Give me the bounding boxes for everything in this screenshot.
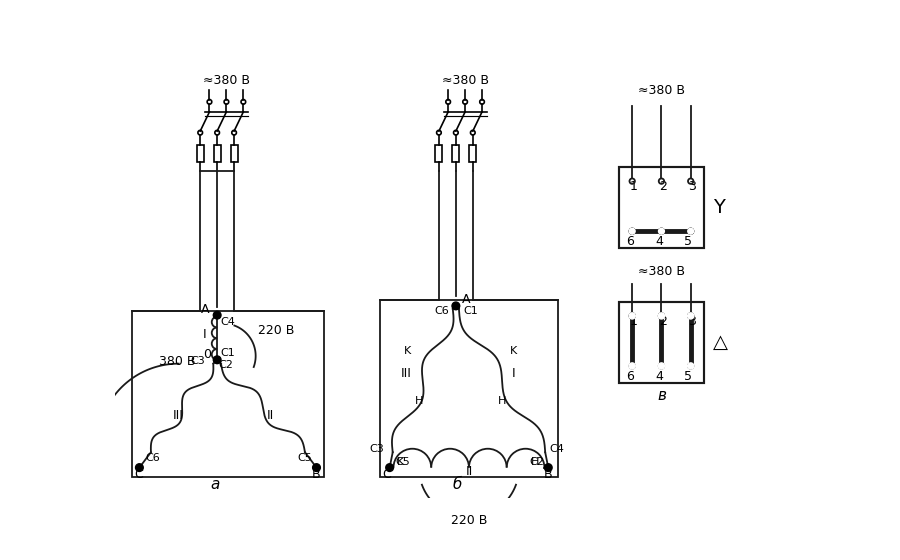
Text: 4: 4 [655, 235, 663, 248]
Circle shape [544, 464, 552, 472]
Text: в: в [657, 388, 666, 403]
Circle shape [688, 313, 694, 319]
Text: 6: 6 [626, 235, 634, 248]
Bar [619, 167, 704, 248]
Text: C6: C6 [435, 306, 449, 316]
Text: 3: 3 [688, 315, 697, 328]
Text: H: H [415, 396, 423, 405]
Circle shape [213, 356, 221, 363]
Circle shape [659, 313, 664, 319]
Text: C4: C4 [220, 317, 235, 327]
Bar [197, 145, 203, 162]
Text: △: △ [713, 333, 728, 352]
Circle shape [629, 363, 635, 369]
Text: 2: 2 [659, 180, 667, 193]
Bar [381, 300, 557, 477]
Text: I: I [512, 367, 516, 380]
Circle shape [312, 464, 320, 472]
Text: C3: C3 [190, 356, 205, 366]
Text: 220 В: 220 В [258, 324, 294, 337]
Circle shape [629, 313, 635, 319]
Circle shape [136, 464, 143, 472]
Text: 0: 0 [203, 348, 211, 361]
Bar [469, 145, 476, 162]
Text: III: III [401, 367, 412, 380]
Circle shape [659, 228, 664, 234]
Text: II: II [266, 409, 274, 422]
Text: 5: 5 [684, 235, 692, 248]
Text: C5: C5 [297, 454, 312, 464]
Bar [453, 145, 459, 162]
Bar [619, 302, 704, 383]
Text: K: K [509, 346, 517, 356]
Text: III: III [173, 409, 184, 422]
Text: I: I [202, 328, 206, 341]
Text: K: K [403, 346, 410, 356]
Text: C: C [134, 468, 143, 482]
Text: A: A [462, 293, 471, 306]
Text: H: H [531, 456, 540, 466]
Circle shape [629, 228, 635, 234]
Text: A: A [201, 303, 210, 316]
Text: C3: C3 [370, 444, 384, 454]
Circle shape [688, 363, 694, 369]
Circle shape [688, 228, 694, 234]
Text: C6: C6 [146, 454, 160, 464]
Text: C: C [382, 468, 391, 482]
Text: C4: C4 [550, 444, 564, 454]
Text: C5: C5 [395, 456, 410, 466]
Text: а: а [211, 477, 220, 492]
Bar [436, 145, 443, 162]
Text: C2: C2 [529, 456, 544, 466]
Text: B: B [312, 468, 320, 482]
Bar [230, 145, 238, 162]
Text: 380 В: 380 В [158, 355, 195, 368]
Text: 2: 2 [659, 315, 667, 328]
Text: 1: 1 [630, 180, 638, 193]
Bar [213, 145, 220, 162]
Text: K: K [397, 456, 405, 466]
Text: II: II [465, 465, 472, 478]
Text: Y: Y [713, 198, 725, 217]
Text: H: H [499, 396, 507, 405]
Text: 3: 3 [688, 180, 697, 193]
Text: ≈380 В: ≈380 В [638, 265, 685, 278]
Text: C2: C2 [219, 360, 234, 370]
Text: ≈380 В: ≈380 В [202, 74, 250, 87]
Text: б: б [453, 477, 462, 492]
Text: C1: C1 [220, 348, 235, 358]
Text: 5: 5 [684, 370, 692, 383]
Circle shape [386, 464, 393, 472]
Text: 4: 4 [655, 370, 663, 383]
Text: ≈380 В: ≈380 В [442, 74, 489, 87]
Text: 6: 6 [626, 370, 634, 383]
Text: B: B [544, 468, 553, 482]
Text: ≈380 В: ≈380 В [638, 84, 685, 97]
Circle shape [659, 363, 664, 369]
Text: C1: C1 [464, 306, 478, 316]
Circle shape [452, 302, 460, 310]
Circle shape [213, 311, 221, 319]
Text: 220 В: 220 В [451, 514, 487, 527]
Bar [131, 311, 324, 477]
Text: 1: 1 [630, 315, 638, 328]
